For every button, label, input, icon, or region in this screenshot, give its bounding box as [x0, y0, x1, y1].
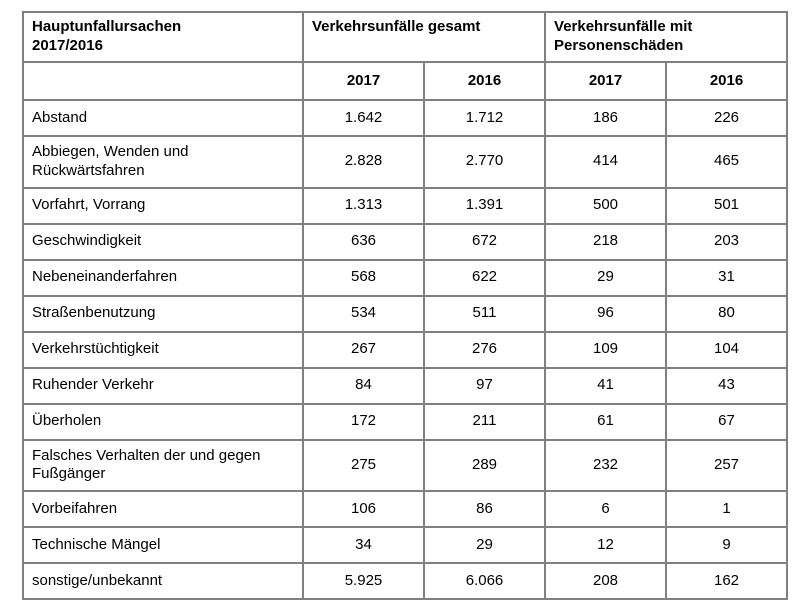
value-total-2016: 276: [422, 330, 547, 369]
value-total-2017: 267: [302, 330, 425, 369]
value-injury-2016: 501: [665, 186, 789, 225]
table-row: sonstige/unbekannt 5.925 6.066 208 162: [22, 562, 789, 600]
value-injury-2016: 80: [665, 294, 789, 333]
table-row: Abstand 1.642 1.712 186 226: [22, 99, 789, 137]
header-year-injury-2017: 2017: [544, 61, 668, 101]
value-total-2017: 534: [302, 294, 425, 333]
value-total-2017: 1.313: [302, 186, 425, 225]
value-injury-2016: 67: [665, 402, 789, 441]
accident-causes-table: Hauptunfallursachen 2017/2016 Verkehrsun…: [22, 11, 789, 600]
header-group-row: Hauptunfallursachen 2017/2016 Verkehrsun…: [22, 11, 789, 63]
value-injury-2017: 414: [544, 135, 668, 189]
value-injury-2017: 232: [544, 438, 668, 492]
value-injury-2017: 208: [544, 562, 668, 600]
table-row: Technische Mängel 34 29 12 9: [22, 526, 789, 564]
value-total-2016: 1.712: [422, 99, 547, 137]
value-total-2016: 97: [422, 366, 547, 405]
value-total-2016: 6.066: [422, 562, 547, 600]
header-group-total: Verkehrsunfälle gesamt: [301, 11, 547, 63]
value-injury-2017: 109: [544, 330, 668, 369]
value-injury-2016: 31: [665, 258, 789, 297]
value-total-2017: 5.925: [302, 562, 425, 600]
value-total-2017: 2.828: [302, 135, 425, 189]
header-causes: Hauptunfallursachen 2017/2016: [22, 11, 304, 63]
value-injury-2017: 186: [544, 99, 668, 137]
cause-label: Falsches Verhalten der und gegen Fußgäng…: [22, 438, 304, 492]
table-row: Nebeneinanderfahren 568 622 29 31: [22, 258, 789, 297]
value-injury-2017: 96: [544, 294, 668, 333]
value-injury-2017: 29: [544, 258, 668, 297]
value-total-2016: 29: [422, 526, 547, 564]
header-causes-line1: Hauptunfallursachen: [32, 18, 182, 35]
value-total-2017: 568: [302, 258, 425, 297]
header-year-row: 2017 2016 2017 2016: [22, 61, 789, 101]
header-year-total-2017: 2017: [302, 61, 425, 101]
table-row: Abbiegen, Wenden und Rückwärtsfahren 2.8…: [22, 135, 789, 189]
value-total-2016: 622: [422, 258, 547, 297]
cause-label: Geschwindigkeit: [22, 222, 304, 261]
value-injury-2017: 41: [544, 366, 668, 405]
table-body: Abstand 1.642 1.712 186 226 Abbiegen, We…: [22, 99, 789, 600]
value-injury-2017: 6: [544, 490, 668, 528]
value-total-2016: 672: [422, 222, 547, 261]
table-row: Verkehrstüchtigkeit 267 276 109 104: [22, 330, 789, 369]
value-total-2016: 2.770: [422, 135, 547, 189]
value-injury-2017: 218: [544, 222, 668, 261]
value-total-2017: 172: [302, 402, 425, 441]
table-row: Vorfahrt, Vorrang 1.313 1.391 500 501: [22, 186, 789, 225]
value-injury-2016: 465: [665, 135, 789, 189]
value-injury-2016: 43: [665, 366, 789, 405]
header-year-total-2016: 2016: [422, 61, 547, 101]
value-total-2017: 84: [302, 366, 425, 405]
value-injury-2016: 104: [665, 330, 789, 369]
cause-label: Abstand: [22, 99, 304, 137]
value-total-2016: 289: [422, 438, 547, 492]
cause-label: Straßenbenutzung: [22, 294, 304, 333]
header-year-injury-2016: 2016: [665, 61, 789, 101]
cause-label: Abbiegen, Wenden und Rückwärtsfahren: [22, 135, 304, 189]
header-group-injury: Verkehrsunfälle mit Personenschäden: [544, 11, 789, 63]
cause-label: Vorbeifahren: [22, 490, 304, 528]
value-total-2016: 511: [422, 294, 547, 333]
value-total-2017: 275: [302, 438, 425, 492]
table-row: Vorbeifahren 106 86 6 1: [22, 490, 789, 528]
table-row: Falsches Verhalten der und gegen Fußgäng…: [22, 438, 789, 492]
value-injury-2016: 162: [665, 562, 789, 600]
value-injury-2016: 9: [665, 526, 789, 564]
value-total-2017: 1.642: [302, 99, 425, 137]
cause-label: Nebeneinanderfahren: [22, 258, 304, 297]
value-injury-2016: 257: [665, 438, 789, 492]
table-row: Straßenbenutzung 534 511 96 80: [22, 294, 789, 333]
value-injury-2016: 226: [665, 99, 789, 137]
value-total-2017: 636: [302, 222, 425, 261]
header-causes-line2: 2017/2016: [32, 37, 103, 55]
table-row: Ruhender Verkehr 84 97 41 43: [22, 366, 789, 405]
value-total-2016: 86: [422, 490, 547, 528]
value-injury-2016: 1: [665, 490, 789, 528]
value-injury-2017: 500: [544, 186, 668, 225]
cause-label: Technische Mängel: [22, 526, 304, 564]
cause-label: Vorfahrt, Vorrang: [22, 186, 304, 225]
value-injury-2017: 61: [544, 402, 668, 441]
value-total-2016: 1.391: [422, 186, 547, 225]
header-empty-cell: [22, 61, 304, 101]
value-total-2017: 34: [302, 526, 425, 564]
cause-label: Verkehrstüchtigkeit: [22, 330, 304, 369]
table-row: Überholen 172 211 61 67: [22, 402, 789, 441]
cause-label: sonstige/unbekannt: [22, 562, 304, 600]
value-injury-2017: 12: [544, 526, 668, 564]
value-total-2016: 211: [422, 402, 547, 441]
value-total-2017: 106: [302, 490, 425, 528]
cause-label: Überholen: [22, 402, 304, 441]
cause-label: Ruhender Verkehr: [22, 366, 304, 405]
table-row: Geschwindigkeit 636 672 218 203: [22, 222, 789, 261]
value-injury-2016: 203: [665, 222, 789, 261]
